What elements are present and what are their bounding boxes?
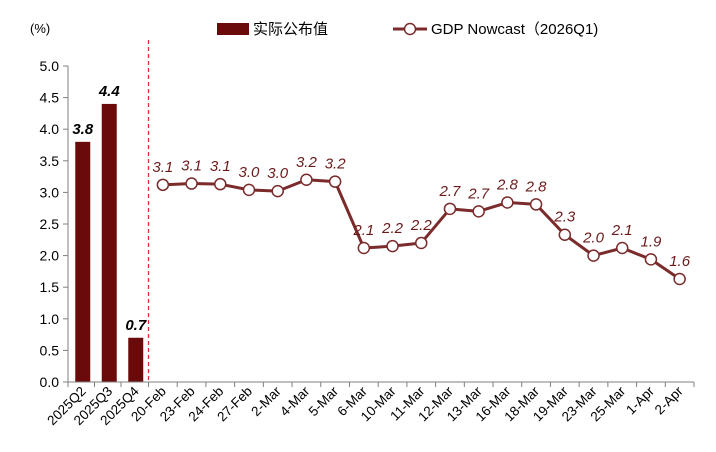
nowcast-data-label: 2.1 [352, 222, 374, 239]
line-series: 3.1 3.1 3.1 3.0 3.0 3.2 3.2 2.1 2.2 2.2 2.7 2.7 2.8 2… [152, 154, 691, 286]
nowcast-point [271, 184, 284, 198]
bar-data-label: 4.4 [98, 83, 121, 100]
legend-bar-swatch [217, 23, 249, 35]
y-tick-label: 1.5 [40, 279, 60, 295]
nowcast-data-label: 2.0 [582, 230, 605, 247]
x-tick-label: 1-Apr [623, 383, 657, 417]
nowcast-data-label: 3.1 [210, 158, 231, 175]
bar-data-label: 0.7 [125, 317, 147, 334]
legend-bar-label: 实际公布值 [253, 21, 328, 38]
x-tick-label: 2-Mar [248, 383, 284, 419]
y-tick-label: 0.5 [40, 342, 60, 358]
nowcast-point [472, 205, 485, 218]
x-tick-label: 2-Apr [652, 383, 686, 417]
y-tick-label: 4.5 [40, 90, 60, 106]
nowcast-data-label: 3.2 [325, 156, 347, 173]
nowcast-point [357, 241, 371, 255]
y-tick-label: 2.0 [40, 248, 60, 264]
nowcast-point [415, 236, 428, 250]
x-tick-label: 4-Mar [277, 383, 313, 419]
legend-line-marker [403, 22, 417, 36]
bar [128, 337, 144, 382]
nowcast-point [501, 196, 514, 209]
nowcast-data-label: 2.3 [553, 209, 576, 226]
nowcast-data-label: 1.6 [669, 253, 691, 270]
x-tick-label: 5-Mar [306, 383, 342, 419]
nowcast-data-label: 3.0 [267, 165, 289, 182]
legend-line-label: GDP Nowcast（2026Q1) [431, 21, 598, 38]
y-tick-label: 2.5 [40, 216, 60, 232]
nowcast-data-label: 2.7 [467, 185, 490, 202]
nowcast-point [156, 178, 170, 192]
nowcast-data-label: 3.2 [296, 154, 318, 171]
bar [101, 103, 117, 383]
nowcast-point [615, 241, 629, 255]
nowcast-point [529, 198, 543, 211]
nowcast-data-label: 2.2 [381, 220, 404, 237]
unit-label: (%) [30, 21, 50, 36]
nowcast-point [587, 249, 600, 262]
legend: 实际公布值 GDP Nowcast（2026Q1) [217, 21, 598, 38]
nowcast-data-label: 2.2 [410, 217, 433, 234]
nowcast-data-label: 3.0 [239, 164, 261, 181]
nowcast-point [242, 183, 256, 197]
y-tick-label: 0.0 [40, 374, 60, 390]
y-tick-label: 3.5 [40, 153, 60, 169]
nowcast-point [443, 202, 457, 216]
bar-series: 3.8 4.4 0.7 [72, 83, 147, 383]
nowcast-point [558, 228, 572, 241]
nowcast-point [185, 177, 198, 190]
nowcast-point [673, 272, 686, 286]
nowcast-data-label: 3.1 [152, 159, 173, 176]
nowcast-data-label: 2.8 [525, 178, 548, 195]
y-tick-label: 5.0 [40, 58, 60, 74]
nowcast-data-label: 2.7 [439, 183, 462, 200]
nowcast-data-label: 2.8 [496, 177, 519, 194]
nowcast-data-label: 3.1 [181, 158, 202, 175]
nowcast-point [328, 175, 342, 188]
bar [75, 141, 91, 382]
y-tick-label: 1.0 [40, 311, 60, 327]
nowcast-data-label: 1.9 [641, 233, 663, 250]
nowcast-data-label: 2.1 [611, 222, 633, 239]
y-tick-label: 3.0 [40, 184, 60, 200]
y-axis: 0.0 0.5 1.0 1.5 2.0 2.5 3.0 3.5 4.0 4.5 5.0 [40, 58, 69, 390]
nowcast-point [300, 173, 313, 187]
nowcast-point [644, 253, 658, 266]
nowcast-point [214, 177, 227, 191]
y-tick-label: 4.0 [40, 121, 60, 137]
nowcast-point [386, 239, 399, 253]
bar-data-label: 3.8 [72, 121, 94, 138]
